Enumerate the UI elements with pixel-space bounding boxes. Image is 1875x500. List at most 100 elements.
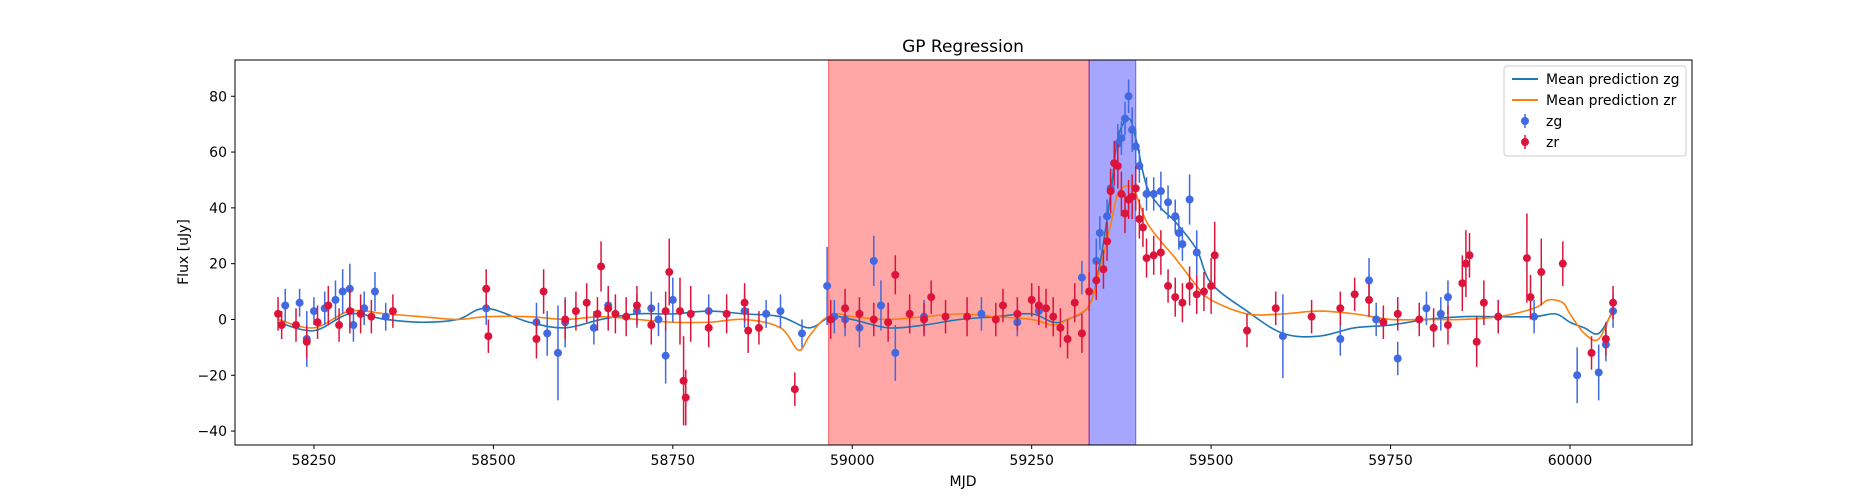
- marker-zr: [1027, 295, 1036, 304]
- marker-zg: [798, 329, 807, 338]
- data-point-zr: [1271, 291, 1280, 326]
- legend-label-zg: zg: [1546, 114, 1562, 130]
- marker-zr: [826, 315, 835, 324]
- x-tick-label: 59500: [1189, 453, 1234, 469]
- marker-zr: [324, 301, 333, 310]
- data-point-zr: [841, 288, 850, 328]
- marker-zr: [561, 315, 570, 324]
- y-axis: −40 −20 0 20 40 60 80: [197, 89, 235, 440]
- marker-zg: [661, 351, 670, 360]
- marker-zg: [1156, 187, 1165, 196]
- x-tick-label: 58750: [651, 453, 696, 469]
- marker-zr: [963, 312, 972, 321]
- marker-zr: [611, 309, 620, 318]
- marker-zr: [1458, 279, 1467, 288]
- data-point-zr: [571, 291, 580, 331]
- data-point-zg: [762, 299, 771, 328]
- marker-zg: [1117, 134, 1126, 143]
- data-point-zr: [1138, 207, 1147, 247]
- data-point-zg: [1077, 260, 1086, 295]
- marker-zr: [905, 309, 914, 318]
- data-point-zr: [1609, 285, 1618, 320]
- data-point-zr: [1365, 283, 1374, 317]
- marker-zr: [1092, 276, 1101, 285]
- marker-zr: [665, 268, 674, 277]
- x-tick-label: 59250: [1009, 453, 1054, 469]
- marker-zr: [1379, 318, 1388, 327]
- marker-zg: [1372, 315, 1381, 324]
- data-point-zr: [1526, 274, 1535, 320]
- marker-zg: [1178, 240, 1187, 249]
- data-point-zg: [543, 311, 552, 356]
- data-point-zr: [927, 280, 936, 314]
- marker-zg: [762, 309, 771, 318]
- data-point-zr: [1128, 174, 1137, 220]
- marker-zr: [1461, 259, 1470, 268]
- marker-zg: [309, 307, 318, 316]
- marker-zr: [1522, 254, 1531, 263]
- data-point-zr: [1013, 297, 1022, 331]
- marker-zr: [1063, 334, 1072, 343]
- data-point-zr: [1103, 221, 1112, 261]
- data-point-zr: [1472, 316, 1481, 367]
- data-point-zr: [611, 294, 620, 334]
- marker-zg: [331, 295, 340, 304]
- marker-zr: [1077, 329, 1086, 338]
- marker-zg: [1095, 228, 1104, 237]
- data-point-zr: [1027, 283, 1036, 317]
- marker-zg: [1174, 228, 1183, 237]
- data-point-zr: [1070, 283, 1079, 323]
- data-point-zg: [1278, 294, 1287, 379]
- data-point-zr: [1113, 143, 1122, 189]
- marker-zr: [1042, 304, 1051, 313]
- marker-zr: [1192, 290, 1201, 299]
- data-point-zr: [345, 288, 354, 334]
- data-point-zr: [1587, 336, 1596, 370]
- data-point-zr: [1465, 232, 1474, 278]
- marker-zr: [722, 309, 731, 318]
- y-tick-label: 40: [209, 201, 227, 217]
- y-tick-label: 20: [209, 257, 227, 273]
- legend-label-mean-prediction-zg: Mean prediction zg: [1546, 72, 1680, 88]
- marker-zr: [1099, 265, 1108, 274]
- marker-zr: [927, 293, 936, 302]
- marker-zr: [1135, 215, 1144, 224]
- data-point-zg: [876, 280, 885, 331]
- marker-zr: [790, 385, 799, 394]
- data-point-zr: [1185, 266, 1194, 306]
- x-tick-label: 59000: [830, 453, 875, 469]
- data-point-zr: [1350, 277, 1359, 312]
- data-point-zg: [1372, 302, 1381, 337]
- marker-zg: [1422, 304, 1431, 313]
- data-point-zr: [1494, 299, 1503, 334]
- marker-zr: [1049, 312, 1058, 321]
- data-point-zr: [1393, 297, 1402, 331]
- marker-zr: [704, 323, 713, 332]
- data-point-zr: [1049, 297, 1058, 337]
- data-point-zr: [1207, 258, 1216, 314]
- marker-zr: [1415, 315, 1424, 324]
- data-point-zr: [1034, 285, 1043, 326]
- data-point-zr: [1415, 302, 1424, 337]
- marker-zg: [295, 298, 304, 307]
- marker-zr: [1156, 248, 1165, 257]
- data-point-zg: [1192, 230, 1201, 275]
- marker-zr: [484, 332, 493, 341]
- legend-label-zr: zr: [1546, 135, 1559, 151]
- data-point-zg: [1128, 107, 1137, 153]
- data-point-zr: [1164, 269, 1173, 303]
- marker-zr: [661, 307, 670, 316]
- y-tick-label: 80: [209, 89, 227, 105]
- y-tick-label: −20: [197, 368, 227, 384]
- marker-zr: [1149, 251, 1158, 260]
- marker-zr: [1070, 298, 1079, 307]
- marker-zr: [593, 309, 602, 318]
- marker-zg: [1573, 371, 1582, 380]
- data-point-zg: [589, 311, 598, 345]
- data-point-zr: [277, 311, 286, 339]
- marker-zr: [1558, 259, 1567, 268]
- marker-zr: [302, 337, 311, 346]
- data-point-zr: [604, 285, 613, 331]
- marker-zr: [941, 312, 950, 321]
- marker-zr: [1443, 321, 1452, 330]
